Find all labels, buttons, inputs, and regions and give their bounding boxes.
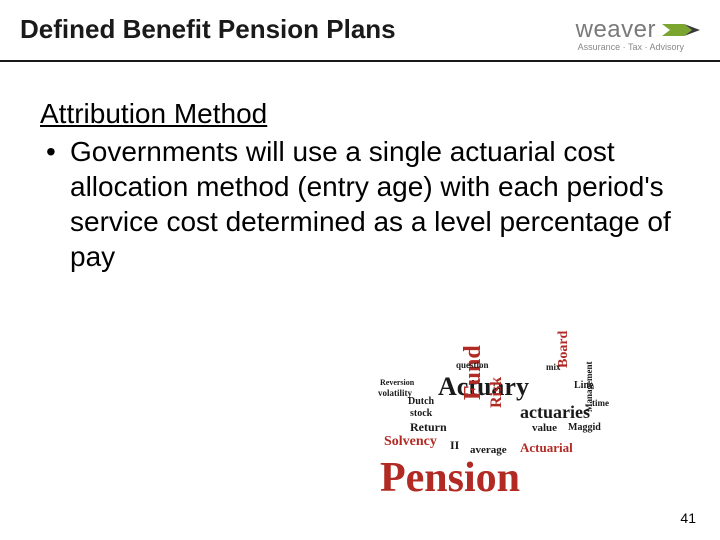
slide-body: Attribution Method • Governments will us…	[0, 62, 720, 274]
wordcloud-word: Management	[584, 362, 594, 413]
wordcloud-word: Return	[410, 420, 447, 435]
wordcloud-word: Solvency	[384, 434, 437, 450]
wordcloud-word: value	[532, 422, 557, 434]
logo-tagline: Assurance · Tax · Advisory	[578, 42, 684, 52]
brand-logo: weaver Assurance · Tax · Advisory	[576, 16, 700, 52]
wordcloud-word: Risk	[488, 377, 506, 408]
wordcloud-word: volatility	[378, 388, 412, 398]
wordcloud-word: Pension	[380, 454, 520, 502]
logo-row: weaver	[576, 16, 700, 44]
bullet-item: • Governments will use a single actuaria…	[40, 134, 680, 274]
wordcloud-word: actuaries	[520, 402, 590, 423]
section-heading: Attribution Method	[40, 98, 680, 130]
wordcloud-graphic: PensionActuaryFundactuariesRiskBoardSolv…	[360, 358, 620, 498]
bullet-marker: •	[46, 134, 60, 169]
wordcloud-word: stock	[410, 408, 432, 419]
logo-wordmark: weaver	[576, 16, 656, 44]
wordcloud-word: Fund	[460, 345, 487, 400]
wordcloud-word: mix	[546, 362, 561, 372]
wordcloud-word: II	[450, 438, 459, 453]
wordcloud-word: average	[470, 444, 507, 456]
wordcloud-word: time	[592, 398, 609, 408]
wordcloud-word: Reversion	[380, 378, 414, 387]
wordcloud-word: Maggid	[568, 422, 601, 433]
slide-title: Defined Benefit Pension Plans	[20, 14, 396, 45]
page-number: 41	[680, 510, 696, 526]
wordcloud-word: question	[456, 360, 489, 370]
wordcloud-word: Actuarial	[520, 440, 573, 456]
slide-header: Defined Benefit Pension Plans weaver Ass…	[0, 0, 720, 60]
arrow-icon	[662, 20, 700, 40]
bullet-text: Governments will use a single actuarial …	[70, 134, 680, 274]
